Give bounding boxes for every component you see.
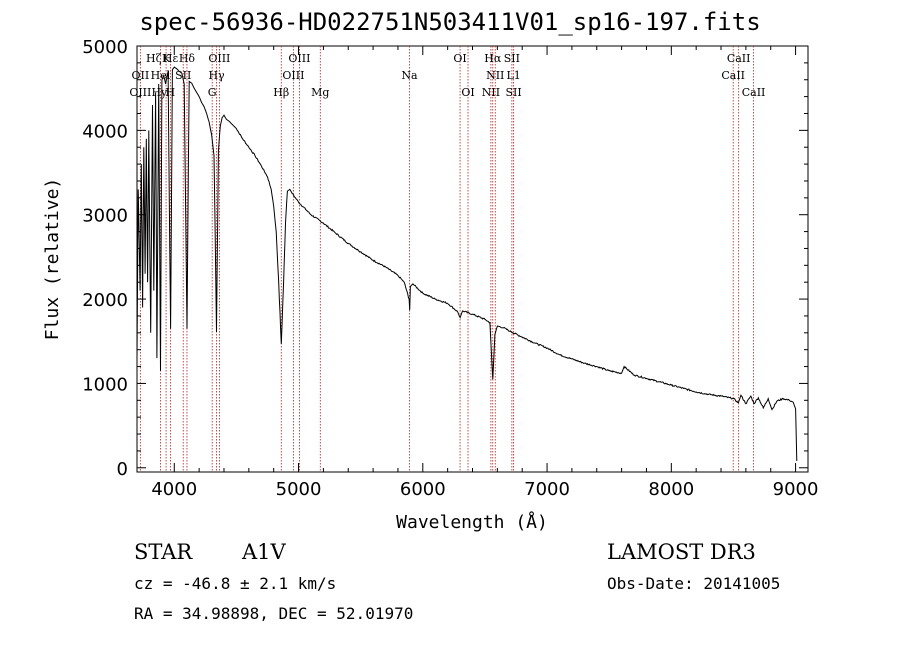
x-tick-label: 7000 xyxy=(524,479,570,500)
marker-label: H xyxy=(166,86,176,99)
marker-label: OII xyxy=(131,69,149,82)
y-tick-label: 4000 xyxy=(82,121,128,142)
marker-label: Hε xyxy=(163,52,179,65)
x-tick-label: 5000 xyxy=(276,479,322,500)
marker-label: Hδ xyxy=(179,52,196,65)
survey-name: LAMOST DR3 xyxy=(607,540,756,564)
x-tick-label: 8000 xyxy=(648,479,694,500)
observation-date: Obs-Date: 20141005 xyxy=(607,574,781,593)
y-tick-label: 5000 xyxy=(82,37,128,58)
marker-label: OI xyxy=(461,86,474,99)
spectrum-line xyxy=(136,66,798,462)
marker-label: NII xyxy=(482,86,500,99)
marker-label: Hα xyxy=(484,52,502,65)
marker-label: Hβ xyxy=(273,86,289,99)
marker-label: NII xyxy=(486,69,504,82)
marker-label: K xyxy=(162,52,171,65)
chart-title: spec-56936-HD022751N503411V01_sp16-197.f… xyxy=(139,8,761,36)
x-axis-label: Wavelength (Å) xyxy=(396,511,548,533)
marker-label: CaII xyxy=(727,52,751,65)
marker-label: OIII xyxy=(282,69,304,82)
marker-label: G xyxy=(208,86,217,99)
marker-label: OI xyxy=(453,52,466,65)
marker-label: L1 xyxy=(506,69,520,82)
y-tick-label: 0 xyxy=(117,459,128,480)
marker-label: CaII xyxy=(721,69,745,82)
marker-label: SII xyxy=(506,86,522,99)
marker-label: Hγ xyxy=(208,69,225,82)
marker-label: Na xyxy=(401,69,418,82)
y-axis-label: Flux (relative) xyxy=(42,178,63,341)
marker-label: OIII xyxy=(208,52,230,65)
marker-label: Hζ xyxy=(146,52,162,65)
marker-label: Hy xyxy=(151,86,168,99)
marker-label: Mg xyxy=(311,86,329,99)
marker-label: Hel xyxy=(151,69,171,82)
marker-label: CaII xyxy=(742,86,766,99)
marker-label: SII xyxy=(175,69,191,82)
x-tick-label: 6000 xyxy=(400,479,446,500)
y-tick-label: 3000 xyxy=(82,206,128,227)
x-tick-label: 4000 xyxy=(151,479,197,500)
coordinates: RA = 34.98898, DEC = 52.01970 xyxy=(134,604,414,623)
plot-frame xyxy=(136,45,809,473)
object-subclass: A1V xyxy=(242,540,286,564)
marker-label: OIII xyxy=(288,52,310,65)
marker-label: OIII xyxy=(129,86,151,99)
object-class: STAR xyxy=(134,540,193,564)
y-tick-label: 1000 xyxy=(82,374,128,395)
x-tick-label: 9000 xyxy=(773,479,819,500)
redshift-value: cz = -46.8 ± 2.1 km/s xyxy=(134,574,337,593)
marker-label: SII xyxy=(504,52,520,65)
y-tick-label: 2000 xyxy=(82,290,128,311)
